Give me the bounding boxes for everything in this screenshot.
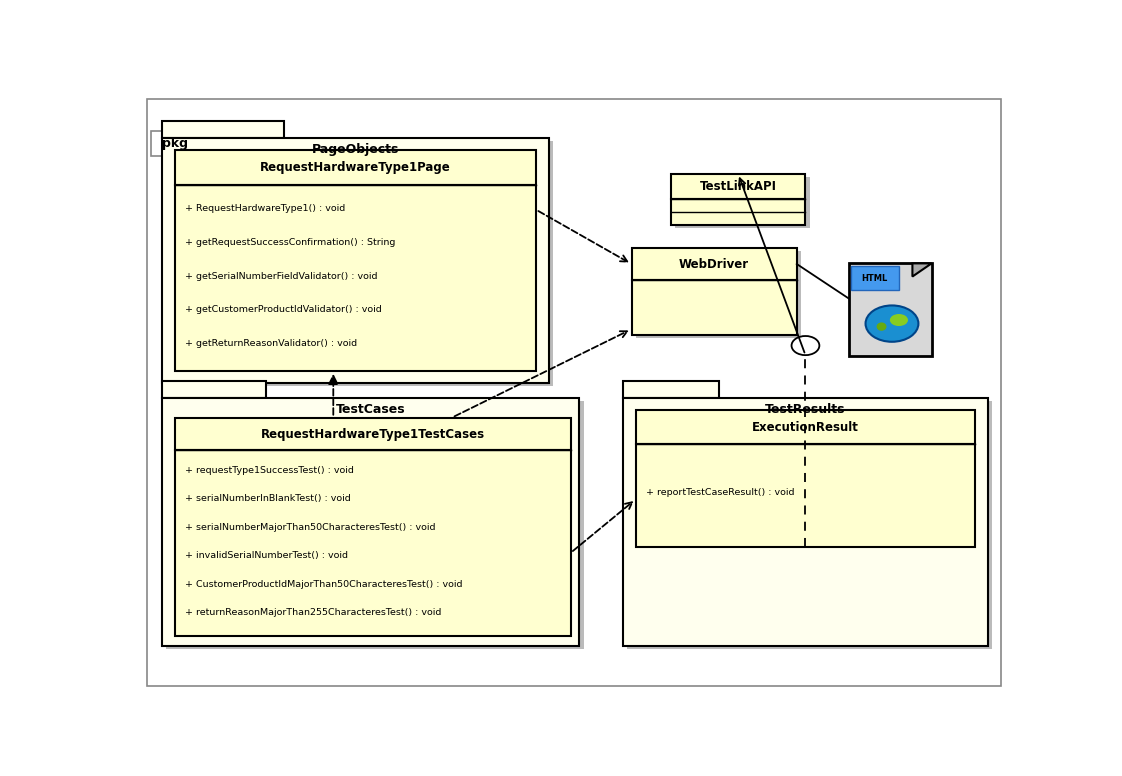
Bar: [623, 398, 988, 646]
Text: + getRequestSuccessConfirmation() : String: + getRequestSuccessConfirmation() : Stri…: [185, 237, 396, 247]
Bar: [641, 413, 980, 550]
Text: PageObjects: PageObjects: [312, 144, 399, 157]
Ellipse shape: [890, 314, 908, 326]
Bar: [175, 417, 571, 450]
Bar: [675, 177, 810, 227]
Bar: [180, 153, 540, 374]
Text: + serialNumberMajorThan50CharacteresTest() : void: + serialNumberMajorThan50CharacteresTest…: [185, 523, 436, 532]
Bar: [180, 421, 576, 639]
Text: + returnReasonMajorThan255CharacteresTest() : void: + returnReasonMajorThan255CharacteresTes…: [185, 608, 442, 618]
Text: WebDriver: WebDriver: [679, 258, 749, 271]
Bar: [175, 450, 571, 636]
Bar: [632, 279, 797, 335]
Text: + serialNumberInBlankTest() : void: + serialNumberInBlankTest() : void: [185, 494, 351, 504]
Bar: [162, 121, 284, 138]
Bar: [636, 410, 975, 445]
Text: + requestType1SuccessTest() : void: + requestType1SuccessTest() : void: [185, 466, 355, 475]
Bar: [632, 248, 797, 279]
Text: RequestHardwareType1TestCases: RequestHardwareType1TestCases: [260, 428, 485, 441]
Text: + getSerialNumberFieldValidator() : void: + getSerialNumberFieldValidator() : void: [185, 272, 378, 281]
Bar: [175, 185, 536, 371]
Circle shape: [865, 306, 919, 341]
Text: pkg: pkg: [162, 137, 187, 150]
Bar: [150, 131, 199, 156]
Bar: [162, 398, 579, 646]
Text: ExecutionResult: ExecutionResult: [752, 421, 859, 434]
Bar: [162, 138, 549, 383]
Text: HTML: HTML: [862, 274, 888, 283]
Text: + invalidSerialNumberTest() : void: + invalidSerialNumberTest() : void: [185, 552, 349, 560]
Bar: [166, 141, 553, 386]
Bar: [671, 174, 806, 199]
Text: + RequestHardwareType1() : void: + RequestHardwareType1() : void: [185, 204, 346, 213]
Text: RequestHardwareType1Page: RequestHardwareType1Page: [260, 161, 451, 174]
Bar: [166, 401, 583, 649]
Polygon shape: [912, 263, 931, 276]
Bar: [623, 381, 718, 398]
Bar: [162, 381, 266, 398]
Bar: [636, 445, 975, 547]
Text: + getReturnReasonValidator() : void: + getReturnReasonValidator() : void: [185, 339, 358, 348]
Bar: [627, 401, 993, 649]
Text: TestResults: TestResults: [765, 404, 846, 416]
Circle shape: [791, 336, 819, 355]
Ellipse shape: [876, 323, 886, 331]
Bar: [175, 150, 536, 185]
Text: TestLinkAPI: TestLinkAPI: [699, 180, 776, 192]
Bar: [636, 251, 801, 338]
Text: + CustomerProductIdMajorThan50CharacteresTest() : void: + CustomerProductIdMajorThan50Charactere…: [185, 580, 463, 589]
Text: + getCustomerProductIdValidator() : void: + getCustomerProductIdValidator() : void: [185, 306, 383, 314]
Bar: [849, 263, 931, 356]
Text: TestCases: TestCases: [335, 404, 405, 416]
Text: + reportTestCaseResult() : void: + reportTestCaseResult() : void: [646, 488, 794, 497]
Bar: [671, 199, 806, 224]
Bar: [850, 266, 899, 290]
